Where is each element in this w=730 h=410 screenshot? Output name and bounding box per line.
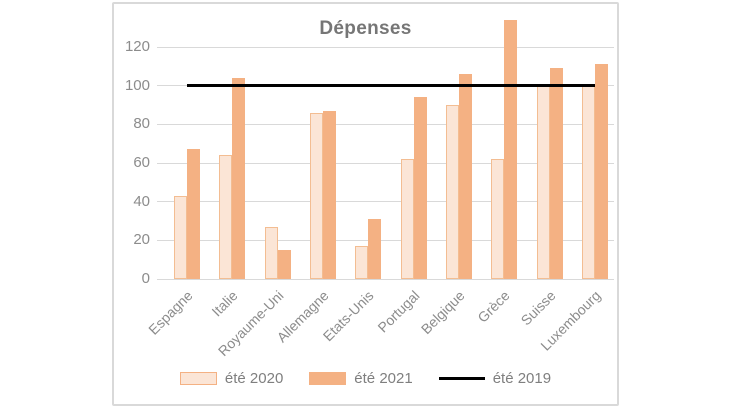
bar-ete-2021-suisse xyxy=(549,68,563,279)
chart-title: Dépenses xyxy=(319,18,412,39)
legend-label-ete-2021: été 2021 xyxy=(354,370,413,387)
legend-label-ete-2019: été 2019 xyxy=(492,370,552,387)
legend-item-ete-2021: été 2021 xyxy=(309,370,413,387)
bar-ete-2020-allemagne xyxy=(309,112,323,279)
chart-object[interactable]: Dépenses 0 20 40 60 80 100 120 Espagne Italie Roy… xyxy=(112,2,619,406)
legend-item-ete-2019: été 2019 xyxy=(438,370,552,387)
y-axis-tick-label: 60 xyxy=(133,154,150,171)
bar-ete-2021-luxembourg xyxy=(594,64,608,279)
chart-legend: été 2020 été 2021 été 2019 xyxy=(114,370,617,387)
legend-label-ete-2020: été 2020 xyxy=(224,370,284,387)
legend-swatch-ete-2020 xyxy=(179,372,217,385)
bar-ete-2020-luxembourg xyxy=(581,85,595,279)
bar-ete-2020-portugal xyxy=(400,159,414,279)
bar-ete-2021-grèce xyxy=(504,19,518,279)
bar-ete-2021-allemagne xyxy=(322,110,336,279)
gridline-80 xyxy=(157,123,614,125)
y-axis-tick-label: 120 xyxy=(124,38,150,55)
y-axis-tick-label: 20 xyxy=(133,231,150,249)
gridline-20 xyxy=(157,239,614,241)
bar-ete-2020-suisse xyxy=(536,85,550,279)
reference-line-ete-2019 xyxy=(187,84,595,88)
gridline-120 xyxy=(157,46,614,48)
bar-ete-2021-belgique xyxy=(458,74,472,279)
bar-ete-2021-royaume-uni xyxy=(277,250,291,279)
bar-ete-2020-grèce xyxy=(491,159,505,279)
legend-item-ete-2020: été 2020 xyxy=(179,370,284,387)
gridline-0 xyxy=(157,278,614,280)
y-axis-tick-label: 80 xyxy=(133,115,150,133)
legend-swatch-ete-2021 xyxy=(309,372,347,385)
bar-ete-2020-etats-unis xyxy=(355,246,369,279)
bar-ete-2020-royaume-uni xyxy=(264,226,278,279)
bar-ete-2020-espagne xyxy=(174,195,187,279)
bar-ete-2021-espagne xyxy=(187,149,200,279)
y-axis-tick-label: 40 xyxy=(133,192,150,210)
bar-ete-2020-italie xyxy=(219,155,233,279)
legend-swatch-ete-2019-line xyxy=(438,377,485,380)
bar-ete-2020-belgique xyxy=(445,105,459,279)
gridline-40 xyxy=(157,201,614,203)
bar-ete-2021-italie xyxy=(232,77,246,279)
y-axis-tick-label: 100 xyxy=(124,76,150,94)
gridline-60 xyxy=(157,162,614,164)
bar-ete-2021-etats-unis xyxy=(368,219,382,279)
bar-ete-2021-portugal xyxy=(413,97,427,279)
y-axis-tick-label: 0 xyxy=(141,270,150,287)
